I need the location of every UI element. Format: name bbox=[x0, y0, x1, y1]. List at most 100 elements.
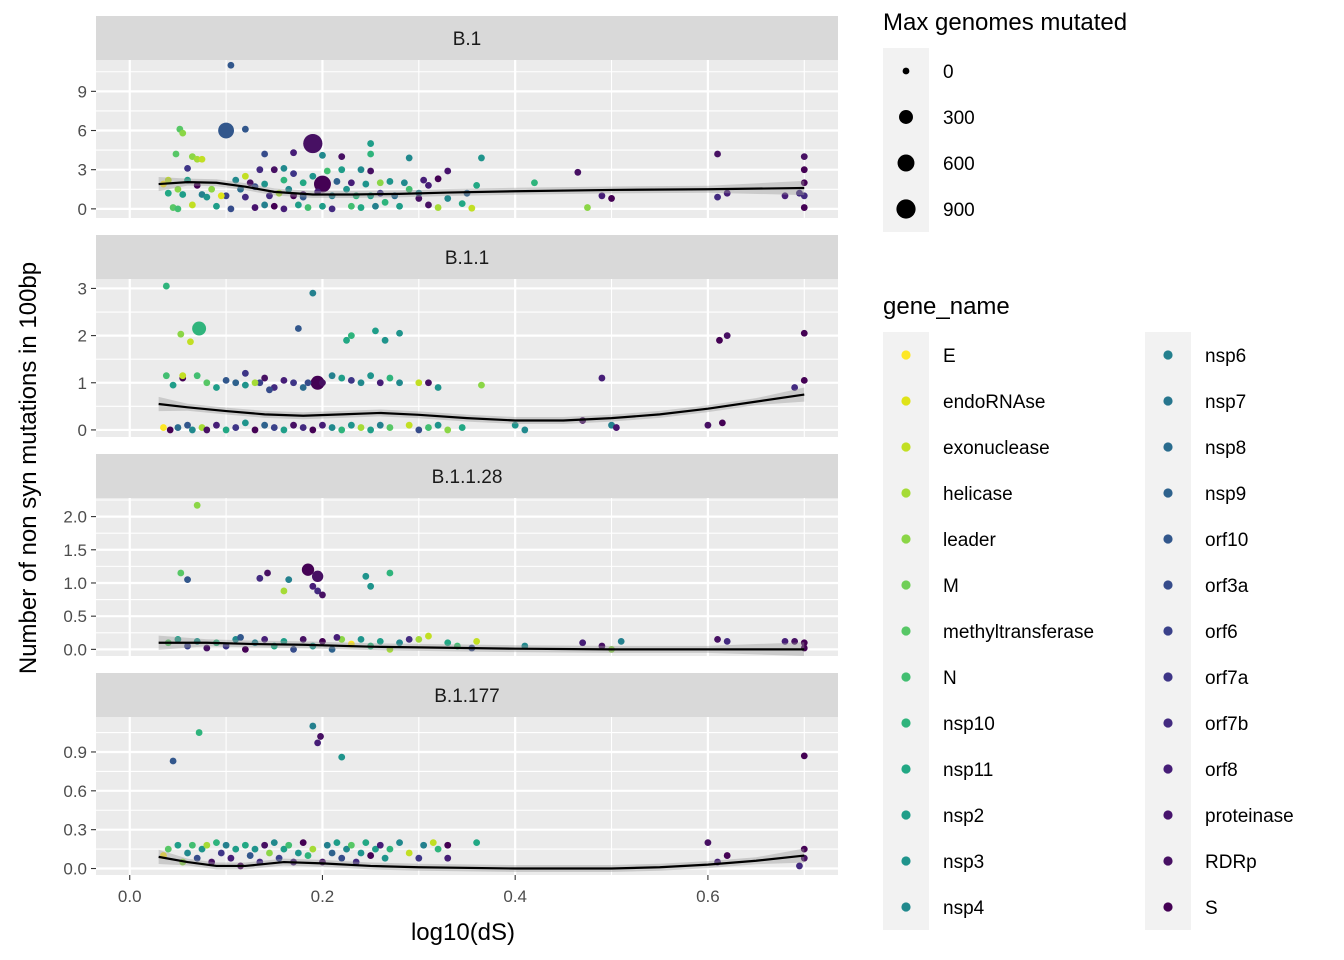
data-point bbox=[310, 375, 325, 390]
data-point bbox=[357, 379, 365, 387]
size-legend-dot bbox=[902, 67, 910, 75]
facet-strip-label: B.1.1.28 bbox=[432, 467, 503, 488]
data-point bbox=[415, 636, 423, 643]
color-legend-dot bbox=[901, 350, 911, 360]
data-point bbox=[303, 133, 323, 154]
data-point bbox=[376, 421, 384, 429]
data-point bbox=[193, 501, 201, 509]
size-legend-label: 300 bbox=[943, 108, 975, 129]
data-point bbox=[362, 839, 370, 847]
color-legend-label: nsp3 bbox=[943, 852, 984, 873]
data-point bbox=[367, 852, 375, 859]
data-point bbox=[367, 426, 375, 434]
data-point bbox=[256, 379, 264, 387]
data-point bbox=[434, 384, 442, 391]
smooth-confidence-ribbon bbox=[158, 176, 805, 198]
data-point bbox=[511, 421, 519, 429]
color-legend-label: nsp10 bbox=[943, 714, 995, 735]
color-legend-dot bbox=[1163, 580, 1173, 590]
data-point bbox=[177, 330, 185, 338]
data-point bbox=[280, 637, 288, 645]
data-point bbox=[386, 845, 394, 853]
data-point bbox=[796, 189, 803, 197]
x-tick-label: 0.6 bbox=[696, 887, 720, 906]
data-point bbox=[347, 377, 355, 384]
data-point bbox=[251, 379, 259, 387]
facet-panels: B.10369B.1.10123B.1.1.280.00.51.01.52.0B… bbox=[63, 16, 838, 906]
data-point bbox=[227, 205, 235, 213]
data-point bbox=[192, 321, 207, 336]
data-point bbox=[164, 189, 172, 197]
color-legend-label: nsp7 bbox=[1205, 392, 1246, 413]
data-point bbox=[270, 839, 278, 847]
data-point bbox=[217, 849, 225, 857]
data-point bbox=[521, 426, 529, 434]
size-legend-label: 0 bbox=[943, 62, 954, 83]
y-tick-label: 6 bbox=[78, 122, 87, 141]
facet-panel: B.1.177 0.0 0.3 0.6 0.9 0.0 0.2 0.4 0.6 bbox=[63, 673, 838, 906]
data-point bbox=[333, 634, 341, 641]
data-point bbox=[704, 839, 712, 847]
color-legend-label: RDRp bbox=[1205, 852, 1257, 873]
data-point bbox=[347, 841, 355, 849]
data-point bbox=[429, 839, 437, 847]
facet-strip bbox=[96, 454, 838, 498]
size-legend-keys: 0 300 600 900 bbox=[883, 48, 975, 232]
x-tick-label: 0.4 bbox=[503, 887, 527, 906]
data-point bbox=[579, 639, 587, 647]
data-point bbox=[203, 193, 211, 201]
color-legend-dot bbox=[1163, 902, 1173, 912]
y-tick-label: 2 bbox=[78, 327, 87, 346]
data-point bbox=[319, 591, 326, 599]
data-point bbox=[425, 424, 432, 431]
data-point bbox=[241, 172, 249, 180]
data-point bbox=[781, 637, 789, 645]
data-point bbox=[723, 189, 731, 197]
data-point bbox=[280, 587, 288, 595]
data-point bbox=[256, 574, 264, 582]
data-point bbox=[309, 426, 317, 434]
data-point bbox=[396, 329, 403, 337]
data-point bbox=[723, 852, 731, 859]
size-legend-title: Max genomes mutated bbox=[883, 9, 1127, 36]
color-legend-label: nsp2 bbox=[943, 806, 984, 827]
color-legend-label: orf7b bbox=[1205, 714, 1248, 735]
data-point bbox=[357, 166, 365, 174]
data-point bbox=[241, 381, 249, 389]
data-point bbox=[357, 849, 365, 857]
data-point bbox=[266, 849, 273, 857]
size-legend-label: 600 bbox=[943, 154, 975, 175]
y-tick-label: 0.5 bbox=[63, 607, 87, 626]
data-point bbox=[415, 195, 423, 202]
data-point bbox=[386, 569, 394, 577]
data-point bbox=[166, 426, 174, 434]
data-point bbox=[285, 841, 293, 849]
smooth-line bbox=[158, 180, 805, 196]
data-point bbox=[232, 845, 240, 853]
data-point bbox=[261, 374, 269, 382]
data-point bbox=[434, 845, 442, 853]
data-point bbox=[317, 733, 324, 740]
y-tick-label: 0.6 bbox=[63, 782, 87, 801]
data-point bbox=[376, 179, 384, 187]
data-point bbox=[290, 149, 297, 157]
data-point bbox=[319, 202, 326, 210]
data-point bbox=[256, 166, 264, 174]
data-point bbox=[241, 369, 249, 377]
data-point bbox=[203, 841, 211, 849]
data-point bbox=[396, 379, 403, 387]
data-point bbox=[367, 372, 375, 380]
data-point bbox=[328, 645, 336, 653]
data-point bbox=[323, 167, 331, 175]
data-point bbox=[723, 332, 731, 339]
facet-strip-label: B.1.177 bbox=[434, 686, 500, 707]
data-point bbox=[723, 637, 731, 645]
data-point bbox=[396, 202, 403, 210]
data-point bbox=[232, 424, 240, 431]
data-point bbox=[184, 642, 191, 650]
data-point bbox=[425, 632, 432, 640]
color-legend-label: nsp4 bbox=[943, 898, 985, 919]
data-point bbox=[328, 424, 336, 431]
